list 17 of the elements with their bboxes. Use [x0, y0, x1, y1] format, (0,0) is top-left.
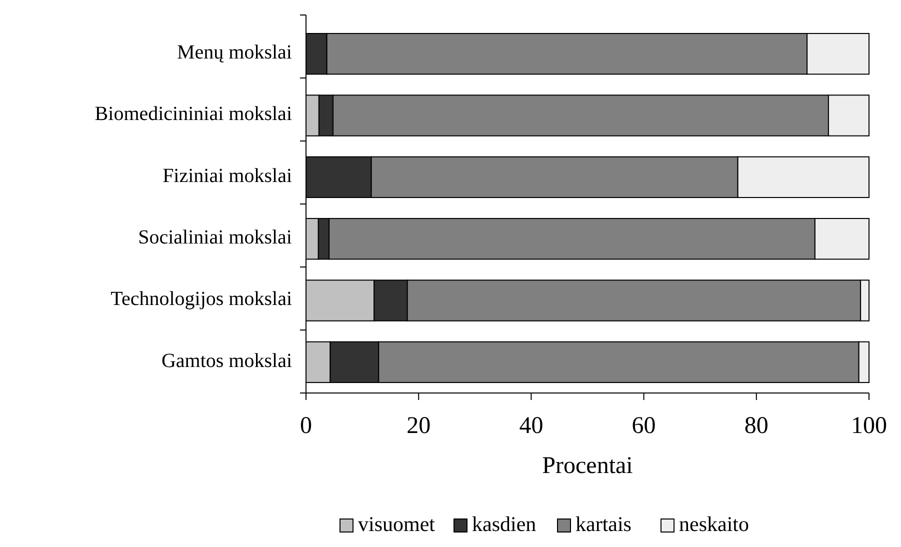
x-axis-title: Procentai [542, 453, 634, 479]
x-tick-label: 100 [851, 413, 887, 439]
legend-label: kasdien [472, 512, 537, 536]
y-tick-label: Fiziniai mokslai [162, 164, 292, 187]
y-tick-label: Technologijos mokslai [110, 288, 292, 310]
y-tick-label: Biomedicininiai mokslai [94, 103, 292, 126]
legend-label: neskaito [679, 512, 749, 536]
y-tick-label: Menų mokslai [177, 41, 292, 64]
x-tick-label: 0 [300, 413, 312, 439]
legend-label: visuomet [358, 512, 436, 536]
x-tick-label: 40 [519, 413, 544, 439]
x-tick-label: 20 [406, 413, 431, 439]
legend-label: kartais [576, 512, 632, 536]
y-tick-label: Gamtos mokslai [161, 350, 292, 372]
x-tick-label: 80 [744, 413, 768, 439]
y-tick-label: Socialiniai mokslai [138, 226, 292, 248]
x-tick-label: 60 [632, 413, 656, 439]
